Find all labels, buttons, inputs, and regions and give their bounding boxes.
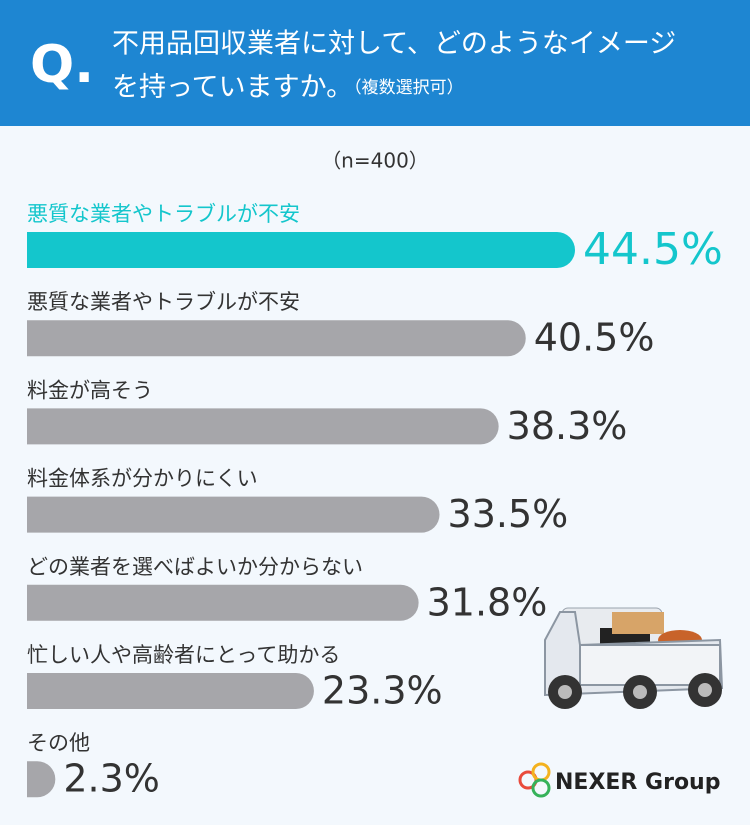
subtitle: （n=400） bbox=[321, 149, 429, 173]
value-label: 23.3% bbox=[322, 669, 443, 713]
value-label: 31.8% bbox=[427, 580, 548, 624]
category-label: 悪質な業者やトラブルが不安 bbox=[27, 202, 300, 226]
bar bbox=[27, 584, 419, 621]
header-band bbox=[0, 0, 750, 126]
bar bbox=[27, 408, 499, 445]
category-label: 悪質な業者やトラブルが不安 bbox=[27, 290, 300, 314]
value-label: 33.5% bbox=[448, 492, 569, 536]
bar bbox=[27, 496, 440, 533]
category-label: 料金体系が分かりにくい bbox=[27, 467, 258, 491]
bar bbox=[27, 232, 575, 268]
logo: NEXER Group bbox=[518, 762, 720, 798]
bar bbox=[27, 320, 526, 357]
category-label: どの業者を選べばよいか分からない bbox=[27, 555, 363, 579]
category-label: その他 bbox=[27, 731, 90, 755]
value-label: 40.5% bbox=[534, 316, 655, 360]
value-label: 2.3% bbox=[63, 757, 160, 801]
q-mark: Q. bbox=[30, 35, 94, 95]
bar bbox=[27, 673, 314, 709]
truck-illustration bbox=[544, 607, 724, 709]
value-label: 38.3% bbox=[507, 404, 628, 448]
bar bbox=[27, 761, 56, 798]
title: を持っていますか。（複数選択可） bbox=[112, 72, 464, 103]
title: 不用品回収業者に対して、どのようなイメージ bbox=[112, 29, 676, 60]
category-label: 料金が高そう bbox=[27, 378, 153, 402]
title-line: を持っていますか。 bbox=[112, 72, 353, 103]
value-label: 44.5% bbox=[583, 224, 723, 275]
logo-text: NEXER Group bbox=[555, 770, 720, 795]
category-label: 忙しい人や高齢者にとって助かる bbox=[27, 643, 340, 667]
title-note: （複数選択可） bbox=[353, 78, 464, 98]
